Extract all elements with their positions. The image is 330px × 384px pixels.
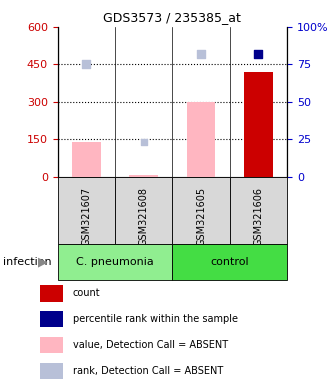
Bar (40, 363, 63, 379)
Bar (187, 102, 215, 177)
Text: value, Detection Call = ABSENT: value, Detection Call = ABSENT (73, 340, 228, 350)
Bar (72, 142, 101, 177)
Bar (40, 337, 63, 353)
FancyBboxPatch shape (230, 177, 287, 244)
Point (256, 51, 261, 57)
Bar (40, 311, 63, 328)
Bar (244, 72, 273, 177)
FancyBboxPatch shape (58, 244, 173, 280)
Text: ▶: ▶ (38, 256, 48, 268)
Text: infection: infection (3, 257, 52, 267)
Title: GDS3573 / 235385_at: GDS3573 / 235385_at (104, 11, 241, 24)
Text: GSM321607: GSM321607 (82, 187, 91, 246)
Text: control: control (211, 257, 249, 267)
Text: GSM321608: GSM321608 (139, 187, 149, 246)
Point (141, 139, 147, 145)
Point (84, 61, 89, 68)
Text: percentile rank within the sample: percentile rank within the sample (73, 314, 238, 324)
FancyBboxPatch shape (115, 177, 173, 244)
FancyBboxPatch shape (173, 244, 287, 280)
Text: GSM321605: GSM321605 (196, 187, 206, 246)
Point (198, 51, 204, 57)
FancyBboxPatch shape (58, 177, 115, 244)
FancyBboxPatch shape (173, 177, 230, 244)
Text: rank, Detection Call = ABSENT: rank, Detection Call = ABSENT (73, 366, 223, 376)
Text: C. pneumonia: C. pneumonia (76, 257, 154, 267)
Text: count: count (73, 288, 100, 298)
Text: GSM321606: GSM321606 (253, 187, 263, 246)
Bar (40, 285, 63, 301)
Bar (129, 175, 158, 177)
